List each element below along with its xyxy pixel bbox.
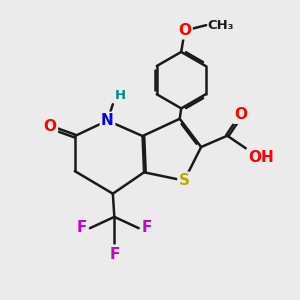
- Text: F: F: [142, 220, 152, 235]
- Text: O: O: [234, 107, 247, 122]
- Text: OH: OH: [248, 150, 274, 165]
- Text: N: N: [101, 113, 114, 128]
- Text: O: O: [178, 23, 191, 38]
- Text: F: F: [109, 247, 119, 262]
- Text: F: F: [76, 220, 87, 235]
- Text: S: S: [179, 173, 190, 188]
- Text: H: H: [114, 89, 125, 102]
- Text: O: O: [44, 119, 57, 134]
- Text: CH₃: CH₃: [208, 19, 234, 32]
